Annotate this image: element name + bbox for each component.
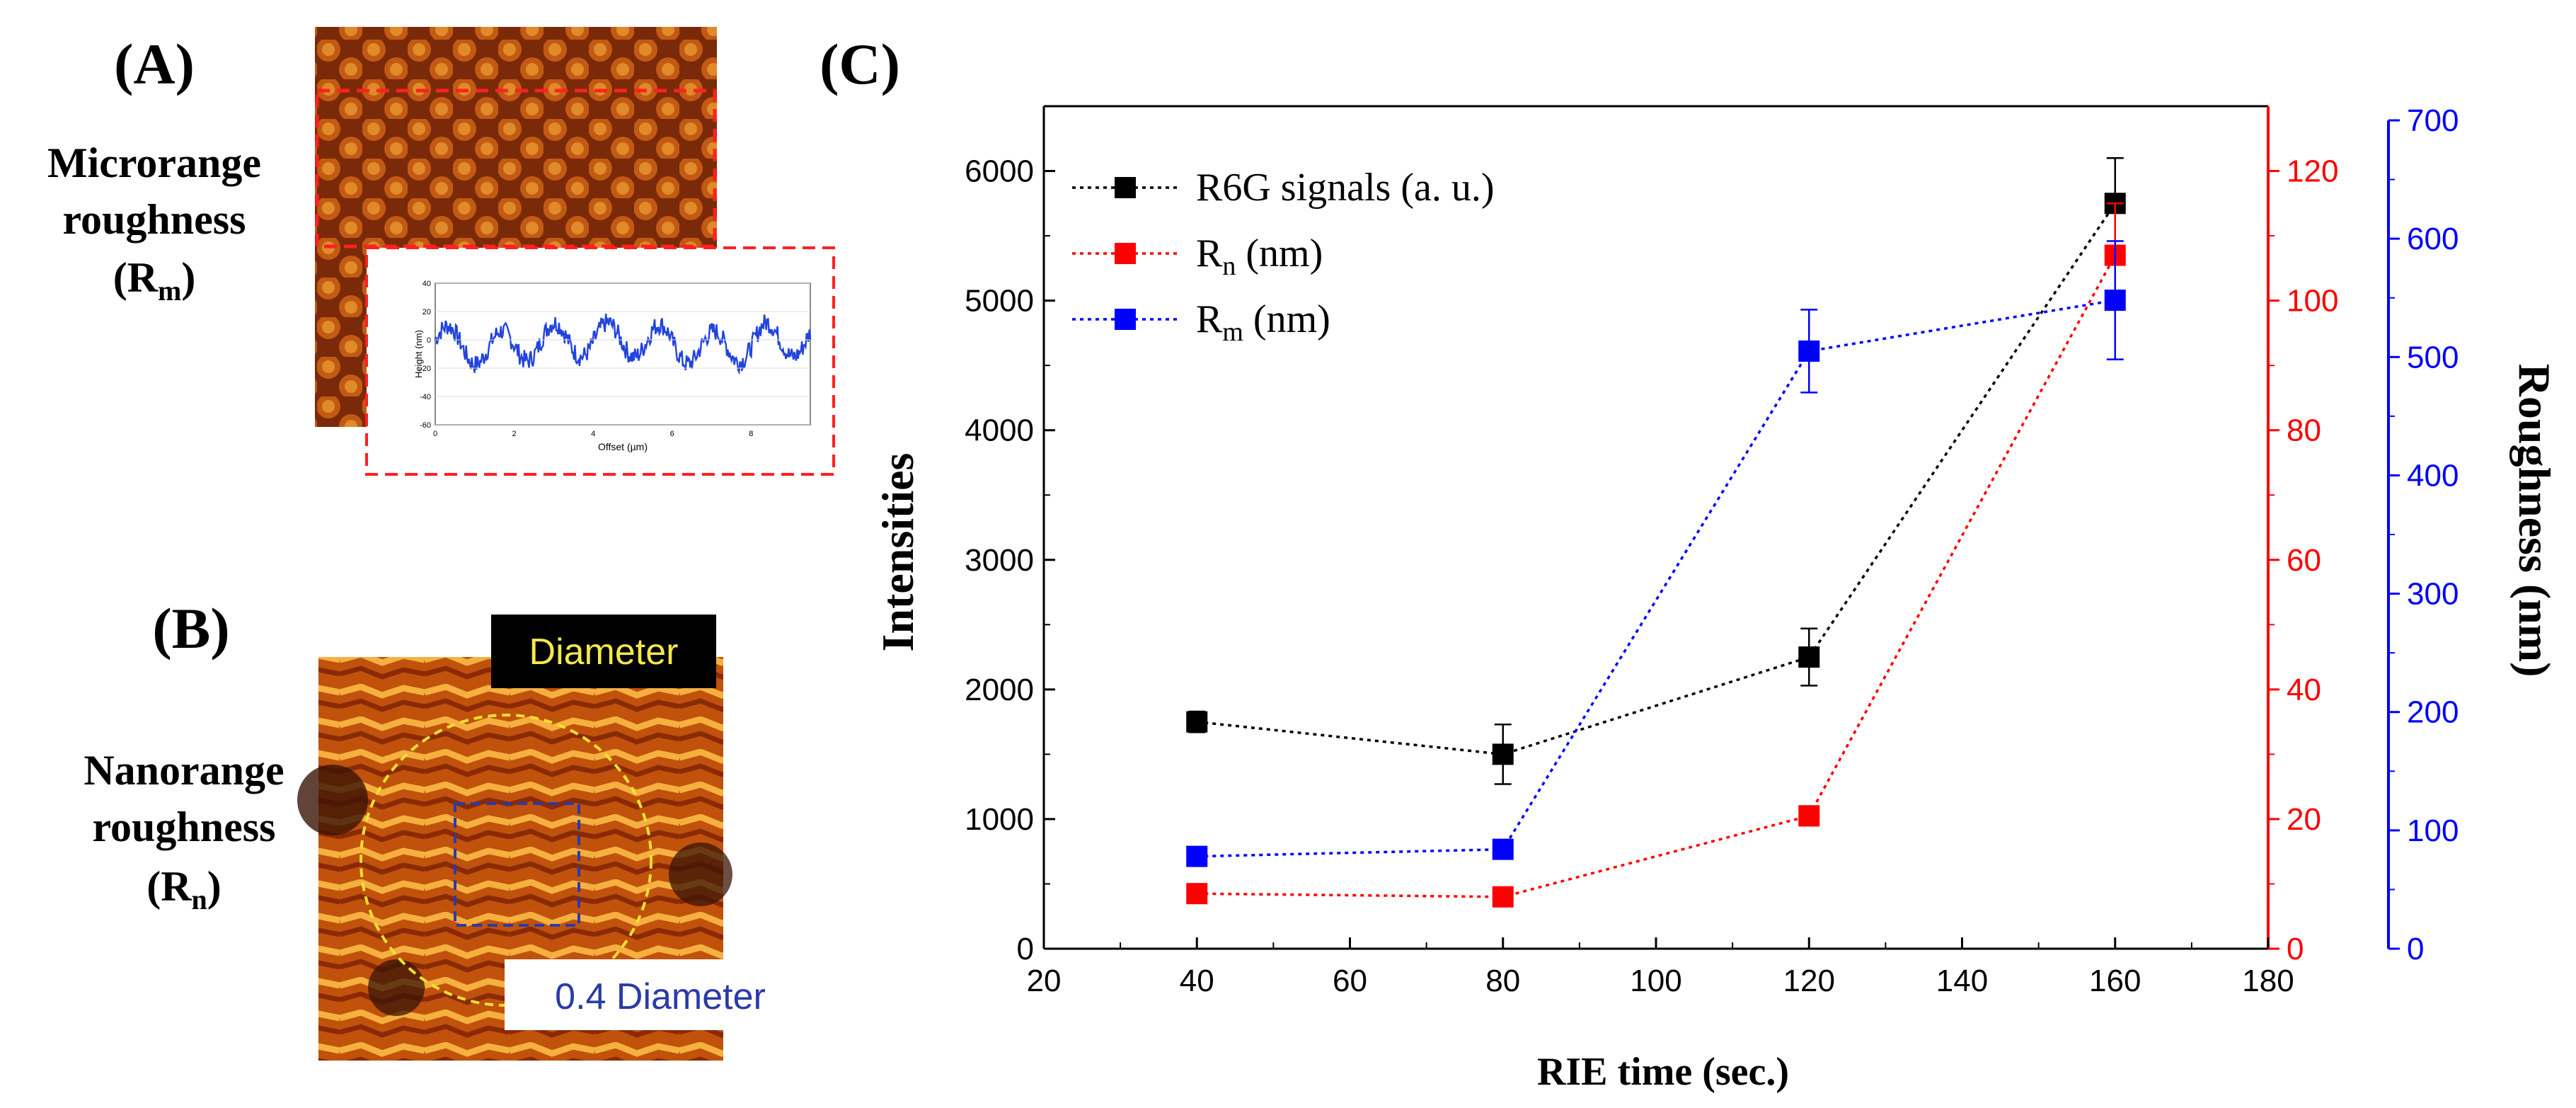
y3-tick-label: 0 — [2407, 932, 2424, 966]
legend-label: Rn (nm) — [1196, 232, 1323, 281]
data-point — [1798, 340, 1820, 362]
y2-tick-label: 0 — [2287, 932, 2304, 966]
data-point — [1186, 883, 1208, 905]
y3-tick-label: 200 — [2407, 695, 2459, 730]
panel-a-caption-symbol: (Rm) — [113, 254, 196, 307]
y2-tick-label: 60 — [2287, 543, 2321, 578]
inset-y-tick-label: 0 — [427, 336, 431, 345]
legend-label: R6G signals (a. u.) — [1196, 166, 1495, 210]
inset-y-tick-label: 40 — [422, 280, 431, 288]
y2-tick-label: 40 — [2287, 673, 2321, 707]
y3-tick-label: 600 — [2407, 222, 2459, 256]
fraction-label: 0.4 Diameter — [555, 976, 766, 1017]
y-tick-label: 6000 — [965, 154, 1034, 189]
y-tick-label: 3000 — [965, 543, 1034, 578]
diameter-label: Diameter — [529, 632, 679, 673]
fraction-square — [454, 802, 580, 927]
x-tick-label: 100 — [1630, 964, 1681, 998]
data-point — [1186, 711, 1208, 733]
panel-a: (A) Microrange roughness (Rm) Height (nm… — [47, 27, 835, 476]
x-tick-label: 20 — [1027, 964, 1062, 998]
microrange-scan-line — [315, 88, 717, 249]
legend-marker — [1115, 243, 1136, 264]
y3-tick-label: 100 — [2407, 813, 2459, 848]
y3-tick-label: 500 — [2407, 340, 2459, 375]
y2-tick-label: 120 — [2287, 154, 2338, 189]
y2-tick-label: 100 — [2287, 284, 2338, 319]
x-axis-title: RIE time (sec.) — [1537, 1050, 1789, 1094]
inset-y-axis-label: Height (nm) — [413, 330, 424, 378]
y2-tick-label: 20 — [2287, 802, 2321, 837]
y3-tick-label: 700 — [2407, 103, 2459, 138]
fraction-label-box — [505, 959, 816, 1030]
x-tick-label: 140 — [1936, 964, 1988, 998]
inset-x-axis-label: Offset (µm) — [598, 441, 648, 452]
inset-x-tick-label: 0 — [433, 430, 437, 438]
inset-x-tick-label: 2 — [512, 430, 517, 438]
panel-a-label: (A) — [114, 32, 195, 96]
y3-tick-label: 300 — [2407, 577, 2459, 612]
panel-c-label: (C) — [820, 32, 900, 96]
microrange-profile-trace — [434, 314, 812, 375]
legend-marker — [1115, 309, 1136, 330]
y-tick-label: 2000 — [965, 673, 1034, 707]
data-point — [1186, 845, 1208, 867]
y3-tick-label: 400 — [2407, 458, 2459, 493]
y-tick-label: 0 — [1017, 932, 1034, 966]
panel-b-caption-line1: Nanorange — [84, 747, 284, 794]
dark-pore — [368, 959, 425, 1016]
inset-y-ticks: 40 20 0 -20 -40 -60 — [420, 280, 810, 430]
panel-a-caption-line1: Microrange — [47, 139, 261, 186]
y-tick-label: 1000 — [965, 802, 1034, 837]
data-point — [2104, 290, 2126, 312]
data-point — [1798, 646, 1820, 668]
inset-y-tick-label: -40 — [420, 393, 431, 401]
y-axis-title: Intensities — [873, 453, 923, 652]
chart-series — [1186, 156, 2126, 908]
series-2 — [1186, 240, 2126, 867]
y-tick-label: 4000 — [965, 413, 1034, 448]
panel-b-caption-symbol: (Rn) — [146, 863, 222, 915]
dark-pore — [297, 765, 368, 835]
x-tick-label: 160 — [2089, 964, 2141, 998]
inset-x-ticks: 0 2 4 6 8 — [433, 430, 753, 438]
diameter-label-box — [491, 615, 716, 688]
legend-label: Rm (nm) — [1196, 297, 1330, 347]
data-point — [1492, 743, 1514, 765]
inset-x-tick-label: 4 — [591, 430, 595, 438]
legend-marker — [1115, 177, 1136, 198]
x-tick-label: 80 — [1485, 964, 1520, 998]
series-line — [1197, 254, 2117, 898]
data-point — [1492, 886, 1514, 908]
panel-b-label: (B) — [152, 596, 229, 661]
inset-x-tick-label: 6 — [670, 430, 674, 438]
inset-y-tick-label: -60 — [420, 421, 431, 430]
y2-tick-label: 80 — [2287, 413, 2321, 448]
panel-b-caption-line2: roughness — [93, 804, 276, 850]
chart-legend: R6G signals (a. u.) Rn (nm) Rm (nm) — [1072, 166, 1495, 347]
y-tick-label: 5000 — [965, 284, 1034, 319]
series-line — [1197, 299, 2116, 858]
x-tick-label: 60 — [1333, 964, 1367, 998]
series-0 — [1186, 156, 2126, 785]
panel-b: (B) Nanorange roughness (Rn) Diameter 0.… — [84, 596, 816, 1061]
data-point — [1798, 805, 1820, 827]
panel-a-caption-line2: roughness — [63, 196, 246, 243]
series-line — [1197, 202, 2117, 756]
dark-pore — [669, 843, 732, 906]
x-tick-label: 180 — [2242, 964, 2294, 998]
inset-x-tick-label: 8 — [749, 430, 753, 438]
x-tick-label: 120 — [1783, 964, 1835, 998]
x-tick-label: 40 — [1180, 964, 1214, 998]
inset-y-tick-label: 20 — [422, 308, 431, 316]
y3-axis-title: Roughness (nm) — [2509, 364, 2560, 678]
data-point — [1492, 838, 1514, 860]
inset-y-tick-label: -20 — [420, 365, 431, 373]
chart-axes: 20 40 60 80 100 120 140 160 18001000200030004000… — [965, 103, 2459, 998]
panel-c: (C) 20 40 60 80 100 120 140 160 1800100020003000… — [820, 32, 2560, 1094]
